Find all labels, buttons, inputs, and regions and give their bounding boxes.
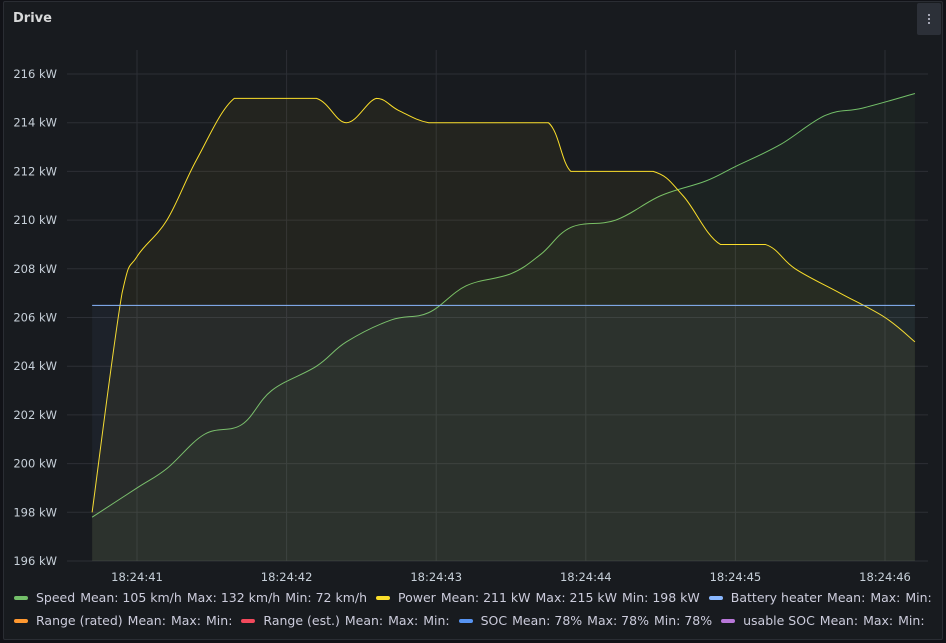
- legend-series-name: Battery heater: [730, 590, 823, 605]
- legend-swatch: [241, 618, 256, 623]
- y-tick-label: 202 kW: [13, 408, 57, 422]
- legend-series-name: Range (rated): [36, 613, 123, 628]
- legend-row: Speed Mean: 105 km/h Max: 132 km/h Min: 72 …: [14, 586, 934, 609]
- legend-stat: Mean: 78%: [512, 613, 583, 628]
- legend-series-name: Speed: [36, 590, 76, 605]
- legend-row: Range (rated) Mean: Max: Min: Range (est.) Me…: [14, 609, 934, 632]
- legend-stat: Mean:: [344, 613, 384, 628]
- legend-stat: Min:: [898, 613, 925, 628]
- y-tick-label: 196 kW: [13, 554, 57, 568]
- legend-series-name: usable SOC: [743, 613, 815, 628]
- power-series-line: [91, 97, 916, 513]
- legend-stat: Max:: [870, 590, 901, 605]
- legend-stat: Min: 78%: [653, 613, 713, 628]
- x-tick-label: 18:24:44: [560, 570, 612, 584]
- legend-stat: Min:: [423, 613, 450, 628]
- x-tick-label: 18:24:43: [410, 570, 462, 584]
- legend-stat: Min:: [206, 613, 233, 628]
- legend-stat: Min: 72 km/h: [285, 590, 368, 605]
- y-tick-label: 212 kW: [13, 164, 57, 178]
- legend-item-battery-heater[interactable]: Battery heater Mean: Max: Min:: [708, 586, 932, 609]
- legend-swatch: [14, 618, 28, 623]
- y-tick-label: 198 kW: [13, 505, 57, 519]
- legend-item-range-rated[interactable]: Range (rated) Mean: Max: Min:: [14, 609, 232, 632]
- legend-series-name: Range (est.): [263, 613, 340, 628]
- speed-series-area: [92, 93, 915, 561]
- legend-stat: Min: 198 kW: [621, 590, 700, 605]
- legend-swatch: [14, 595, 28, 600]
- legend-item-speed[interactable]: Speed Mean: 105 km/h Max: 132 km/h Min: 72 …: [14, 586, 367, 609]
- y-tick-label: 204 kW: [13, 359, 57, 373]
- y-tick-label: 216 kW: [13, 67, 57, 81]
- legend-stat: Min:: [905, 590, 932, 605]
- legend-stat: Mean: 211 kW: [440, 590, 531, 605]
- legend-swatch: [376, 595, 391, 600]
- x-tick-label: 18:24:42: [261, 570, 313, 584]
- legend-stat: Max: 215 kW: [535, 590, 617, 605]
- legend-series-name: SOC: [480, 613, 508, 628]
- legend-stat: Mean: 105 km/h: [80, 590, 182, 605]
- x-tick-label: 18:24:41: [111, 570, 163, 584]
- legend-stat: Mean:: [819, 613, 859, 628]
- chart-legend: Speed Mean: 105 km/h Max: 132 km/h Min: 72 …: [14, 586, 934, 632]
- legend-stat: Mean:: [827, 590, 866, 605]
- y-tick-label: 208 kW: [13, 262, 57, 276]
- legend-stat: Max:: [388, 613, 419, 628]
- drive-panel: Drive: [3, 1, 943, 640]
- x-tick-label: 18:24:45: [710, 570, 762, 584]
- legend-item-usable-soc[interactable]: usable SOC Mean: Max: Min:: [721, 609, 925, 632]
- y-tick-label: 214 kW: [13, 116, 57, 130]
- more-vertical-icon: [928, 13, 930, 25]
- legend-swatch: [721, 618, 736, 623]
- legend-stat: Max: 78%: [587, 613, 649, 628]
- legend-series-name: Power: [398, 590, 436, 605]
- panel-title: Drive: [13, 11, 52, 26]
- panel-menu-button[interactable]: [917, 3, 941, 35]
- legend-swatch: [708, 595, 723, 600]
- y-tick-label: 200 kW: [13, 457, 57, 471]
- legend-item-soc[interactable]: SOC Mean: 78% Max: 78% Min: 78%: [458, 609, 713, 632]
- legend-stat: Mean:: [127, 613, 166, 628]
- y-tick-label: 210 kW: [13, 213, 57, 227]
- legend-item-power[interactable]: Power Mean: 211 kW Max: 215 kW Min: 198 kW: [376, 586, 700, 609]
- x-tick-label: 18:24:46: [859, 570, 911, 584]
- y-tick-label: 206 kW: [13, 311, 57, 325]
- legend-stat: Max: 132 km/h: [186, 590, 281, 605]
- legend-item-range-est[interactable]: Range (est.) Mean: Max: Min:: [241, 609, 450, 632]
- battery-heater-series-area: [92, 305, 915, 561]
- legend-stat: Max:: [863, 613, 894, 628]
- legend-stat: Max:: [170, 613, 202, 628]
- speed-series-line: [91, 92, 916, 518]
- power-series-area: [92, 98, 915, 561]
- legend-swatch: [458, 618, 473, 623]
